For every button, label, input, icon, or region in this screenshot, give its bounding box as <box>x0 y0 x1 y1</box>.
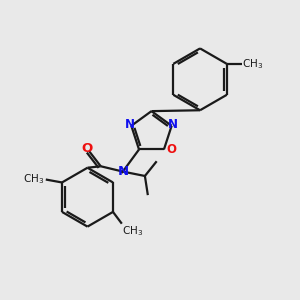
Text: CH$_3$: CH$_3$ <box>23 172 44 186</box>
Text: O: O <box>81 142 92 155</box>
Text: CH$_3$: CH$_3$ <box>242 57 263 71</box>
Text: N: N <box>125 118 135 131</box>
Text: CH$_3$: CH$_3$ <box>122 224 144 238</box>
Text: N: N <box>117 165 128 178</box>
Text: N: N <box>168 118 178 131</box>
Text: O: O <box>166 143 176 156</box>
